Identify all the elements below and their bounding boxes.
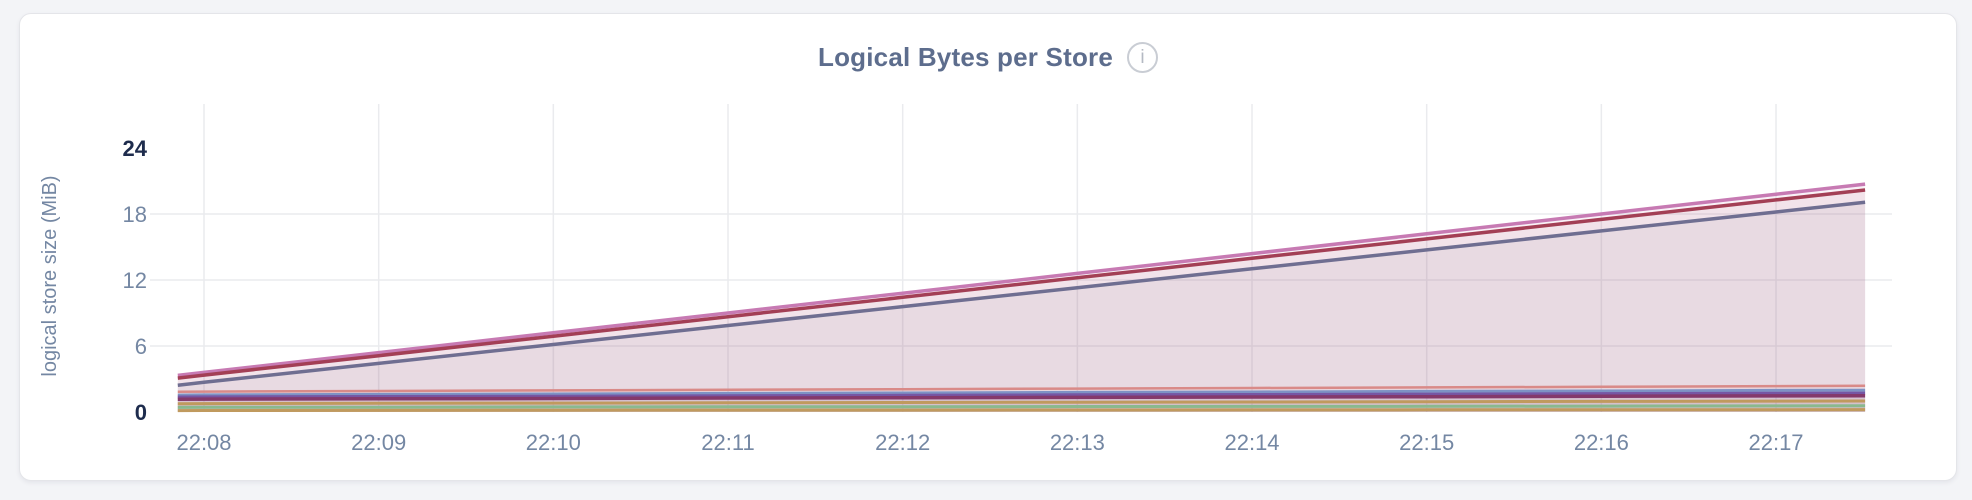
chart-card: Logical Bytes per Store i 0 6 12 18 24 22:08 2… xyxy=(19,13,1957,481)
logical-bytes-per-store-chart[interactable]: 0 6 12 18 24 22:08 22:09 22:10 22:11 22:12 22:13 22… xyxy=(20,14,1954,478)
series-area-series-03 xyxy=(177,202,1866,412)
x-tick-label: 22:11 xyxy=(701,430,754,455)
chart-title: Logical Bytes per Store xyxy=(817,42,1114,72)
chart-header: Logical Bytes per Store i xyxy=(20,42,1956,73)
x-tick-label: 22:13 xyxy=(1050,430,1105,455)
series-line-series-08[interactable] xyxy=(177,399,1866,406)
series-line-series-04[interactable] xyxy=(177,384,1866,394)
series-area-series-01 xyxy=(177,184,1866,412)
x-tick-label: 22:12 xyxy=(875,430,930,455)
series-line-series-07[interactable] xyxy=(177,393,1866,401)
series-line-series-01[interactable] xyxy=(177,182,1866,378)
y-tick-label: 0 xyxy=(135,400,147,425)
y-tick-label: 18 xyxy=(123,202,147,227)
x-tick-label: 22:08 xyxy=(176,430,231,455)
y-axis-title: logical store size (MiB) xyxy=(39,175,61,376)
info-icon[interactable]: i xyxy=(1127,42,1159,73)
x-tick-label: 22:15 xyxy=(1399,430,1454,455)
series-area-series-02 xyxy=(177,190,1866,412)
series-line-series-06[interactable] xyxy=(177,391,1866,399)
x-tick-label: 22:14 xyxy=(1224,430,1279,455)
series-lines xyxy=(177,182,1866,413)
series-line-series-02[interactable] xyxy=(177,188,1866,380)
x-tick-label: 22:17 xyxy=(1748,430,1803,455)
x-tick-label: 22:09 xyxy=(351,430,406,455)
series-line-series-03[interactable] xyxy=(177,200,1866,387)
x-tick-label: 22:10 xyxy=(526,430,581,455)
y-tick-label: 24 xyxy=(123,136,148,161)
y-tick-label: 12 xyxy=(123,268,147,293)
series-line-series-05[interactable] xyxy=(177,388,1866,397)
axes: 0 6 12 18 24 22:08 22:09 22:10 22:11 22:12 22:13 22… xyxy=(39,136,1804,455)
series-line-series-10[interactable] xyxy=(177,408,1866,413)
series-line-series-09[interactable] xyxy=(177,404,1866,409)
x-tick-label: 22:16 xyxy=(1574,430,1629,455)
y-tick-label: 6 xyxy=(135,334,147,359)
